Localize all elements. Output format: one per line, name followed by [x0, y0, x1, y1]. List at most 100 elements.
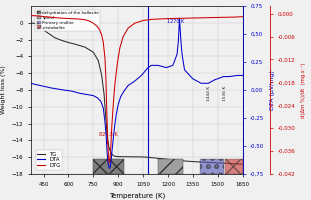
- DTG: [68, 17, 72, 20]
- TG: [110, 153, 114, 156]
- Legend: TG, DTA, DTG: TG, DTA, DTG: [36, 150, 63, 170]
- DTG: [37, 15, 40, 17]
- TG: [141, 156, 145, 158]
- DTG: [121, 35, 125, 38]
- DTG: [133, 22, 137, 24]
- DTA: [140, 74, 143, 77]
- DTG: [83, 19, 87, 21]
- DTG: [88, 20, 92, 22]
- Text: 1536 K: 1536 K: [223, 86, 227, 101]
- DTG: [106, 135, 109, 137]
- TG: [191, 160, 195, 163]
- DTA: [108, 167, 111, 170]
- Bar: [158, 159, 183, 174]
- DTG: [110, 127, 114, 129]
- TG: [40, 27, 44, 29]
- DTA: [178, 17, 181, 20]
- DTG: [113, 83, 117, 85]
- Y-axis label: DTA (μV/mg): DTA (μV/mg): [270, 70, 275, 110]
- TG: [241, 163, 244, 165]
- TG: [60, 39, 64, 42]
- TG: [112, 155, 116, 157]
- TG: [48, 33, 52, 36]
- TG: [121, 155, 125, 158]
- Text: 824,5 K: 824,5 K: [100, 132, 118, 144]
- TG: [126, 156, 130, 158]
- TG: [114, 155, 118, 158]
- TG: [115, 155, 119, 158]
- Text: 829 K: 829 K: [108, 164, 122, 169]
- X-axis label: Temperature (K): Temperature (K): [109, 192, 165, 199]
- DTG: [150, 18, 153, 21]
- TG: [118, 155, 122, 158]
- DTA: [103, 120, 107, 123]
- DTG: [105, 108, 109, 110]
- DTA: [156, 64, 160, 67]
- DTG: [104, 77, 108, 80]
- DTG: [60, 17, 64, 19]
- TG: [67, 41, 70, 44]
- DTG: [241, 15, 244, 18]
- TG: [33, 22, 37, 25]
- TG: [75, 43, 79, 46]
- TG: [224, 162, 228, 164]
- TG: [102, 93, 106, 95]
- DTG: [141, 19, 145, 22]
- DTG: [95, 25, 99, 27]
- TG: [199, 161, 203, 163]
- TG: [109, 151, 113, 153]
- DTA: [241, 74, 244, 77]
- DTG: [183, 17, 186, 19]
- TG: [104, 116, 108, 118]
- DTG: [118, 47, 122, 49]
- DTA: [179, 40, 183, 42]
- TG: [107, 147, 111, 149]
- TG: [174, 159, 178, 161]
- Y-axis label: d(Δm %)/dt  (mg.s⁻¹): d(Δm %)/dt (mg.s⁻¹): [301, 62, 306, 118]
- Bar: [200, 159, 224, 174]
- TG: [216, 162, 220, 164]
- TG: [100, 74, 104, 76]
- Line: TG: TG: [31, 23, 243, 164]
- DTG: [216, 16, 220, 19]
- TG: [105, 138, 109, 140]
- TG: [183, 160, 186, 162]
- TG: [150, 156, 153, 159]
- TG: [53, 37, 57, 39]
- DTG: [109, 144, 113, 147]
- DTA: [29, 82, 33, 84]
- DTG: [100, 33, 104, 36]
- DTG: [97, 28, 101, 30]
- DTG: [232, 16, 236, 18]
- DTG: [166, 17, 170, 20]
- DTG: [199, 17, 203, 19]
- DTG: [91, 22, 95, 24]
- DTG: [115, 62, 119, 64]
- TG: [133, 156, 137, 158]
- DTG: [101, 41, 105, 43]
- TG: [166, 158, 170, 160]
- TG: [43, 30, 47, 32]
- Y-axis label: Weight loss (%): Weight loss (%): [1, 66, 6, 114]
- TG: [29, 22, 33, 24]
- Line: DTA: DTA: [31, 18, 243, 168]
- DTG: [103, 56, 107, 59]
- DTG: [29, 14, 33, 17]
- TG: [158, 157, 161, 160]
- Text: 1444 K: 1444 K: [207, 86, 211, 101]
- Bar: [225, 159, 244, 174]
- TG: [96, 59, 100, 62]
- DTG: [77, 18, 80, 20]
- TG: [37, 24, 40, 27]
- Bar: [93, 159, 124, 174]
- DTG: [107, 154, 110, 156]
- DTG: [52, 16, 55, 19]
- DTA: [146, 66, 150, 69]
- TG: [232, 163, 236, 165]
- DTA: [165, 66, 168, 69]
- DTG: [111, 104, 115, 106]
- TG: [83, 46, 87, 48]
- TG: [91, 51, 95, 53]
- Text: 1270 K: 1270 K: [167, 19, 184, 24]
- DTG: [107, 161, 111, 164]
